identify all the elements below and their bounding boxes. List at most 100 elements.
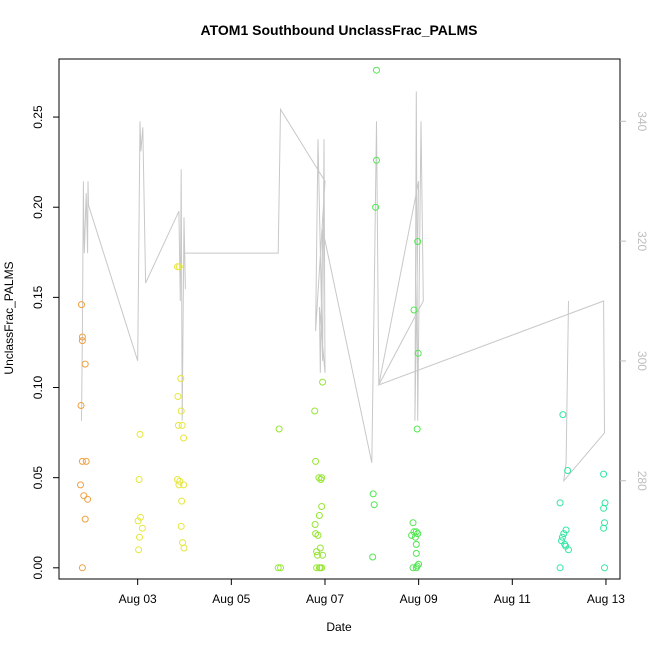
data-point xyxy=(313,564,321,572)
x-tick-label: Aug 03 xyxy=(119,592,157,606)
data-point xyxy=(415,560,423,568)
data-point xyxy=(174,421,182,429)
x-axis: Aug 03 Aug 05 Aug 07 Aug 09 Aug 11 Aug 13 xyxy=(119,579,625,606)
x-tick-label: Aug 13 xyxy=(587,592,625,606)
data-point xyxy=(314,551,321,559)
data-point xyxy=(136,430,144,438)
y-tick-label: 0.25 xyxy=(31,105,45,129)
data-point xyxy=(600,524,608,532)
data-point xyxy=(556,499,564,507)
right-y-tick-label: 320 xyxy=(635,231,649,251)
data-point xyxy=(369,490,377,498)
data-point xyxy=(277,564,284,572)
data-point xyxy=(409,564,417,572)
data-point xyxy=(77,481,84,489)
data-point xyxy=(316,544,324,552)
data-point xyxy=(312,457,320,465)
data-point xyxy=(412,540,420,548)
data-point xyxy=(409,519,417,527)
data-point xyxy=(275,425,283,433)
data-point xyxy=(318,503,326,510)
data-point xyxy=(178,497,186,505)
data-point xyxy=(414,238,422,245)
data-point xyxy=(135,546,143,554)
data-point xyxy=(318,564,326,572)
data-point xyxy=(564,467,572,474)
x-tick-label: Aug 07 xyxy=(306,592,344,606)
data-point xyxy=(565,546,572,554)
data-point xyxy=(600,504,608,512)
data-point xyxy=(138,524,146,532)
data-point xyxy=(411,533,419,541)
data-point xyxy=(137,513,144,521)
data-point xyxy=(600,470,608,478)
y-tick-label: 0.00 xyxy=(31,556,45,580)
right-y-axis: 280 300 320 340 xyxy=(620,111,649,491)
data-point xyxy=(274,564,282,572)
data-point xyxy=(180,434,188,442)
y-tick-label: 0.05 xyxy=(31,466,45,490)
x-tick-label: Aug 05 xyxy=(212,592,250,606)
data-point xyxy=(408,531,416,539)
data-point xyxy=(78,301,85,309)
data-point xyxy=(78,337,86,345)
y-tick-label: 0.20 xyxy=(31,195,45,219)
data-point xyxy=(180,481,188,489)
data-point xyxy=(311,521,319,528)
data-point xyxy=(412,549,420,557)
y-tick-label: 0.15 xyxy=(31,285,45,309)
data-point xyxy=(373,156,380,164)
data-point xyxy=(177,375,185,382)
data-point xyxy=(410,306,418,314)
data-point xyxy=(180,544,188,552)
data-point xyxy=(559,411,567,419)
data-point xyxy=(174,393,182,400)
data-point xyxy=(82,457,90,465)
data-point xyxy=(78,333,86,341)
data-point xyxy=(414,530,422,538)
data-point xyxy=(84,495,92,503)
data-point xyxy=(135,476,143,483)
right-y-tick-label: 340 xyxy=(635,111,649,131)
x-tick-label: Aug 11 xyxy=(494,592,531,606)
data-point xyxy=(78,457,86,465)
data-point xyxy=(558,533,566,541)
right-series-line xyxy=(81,91,606,483)
data-point xyxy=(373,66,380,74)
data-point xyxy=(177,407,185,415)
y-tick-label: 0.10 xyxy=(31,376,45,400)
data-point xyxy=(317,476,325,483)
data-point xyxy=(319,551,327,559)
y-axis-label: UnclassFrac_PALMS xyxy=(2,261,16,374)
plot-frame xyxy=(58,58,621,580)
data-point xyxy=(78,564,86,572)
data-point xyxy=(314,531,322,539)
data-point xyxy=(315,474,323,482)
data-point xyxy=(178,421,186,429)
data-point xyxy=(562,526,570,534)
data-point xyxy=(556,564,564,572)
data-point xyxy=(601,564,608,572)
right-axis-series xyxy=(81,91,606,483)
data-point xyxy=(134,517,142,525)
right-y-tick-label: 280 xyxy=(635,471,649,491)
data-point xyxy=(370,501,378,509)
data-point xyxy=(81,515,89,523)
data-point xyxy=(175,481,183,489)
data-point xyxy=(80,492,88,500)
data-point xyxy=(413,425,421,433)
chart-title: ATOM1 Southbound UnclassFrac_PALMS xyxy=(201,22,478,38)
data-point xyxy=(136,533,143,541)
data-point xyxy=(77,402,85,409)
data-point xyxy=(412,564,420,572)
data-point xyxy=(315,512,323,519)
data-point xyxy=(414,349,422,357)
data-point xyxy=(176,477,184,485)
data-point xyxy=(175,263,183,271)
right-y-tick-label: 300 xyxy=(635,351,649,371)
data-points xyxy=(77,66,609,572)
data-point xyxy=(372,203,380,211)
data-point xyxy=(81,360,89,368)
data-point xyxy=(311,407,319,415)
